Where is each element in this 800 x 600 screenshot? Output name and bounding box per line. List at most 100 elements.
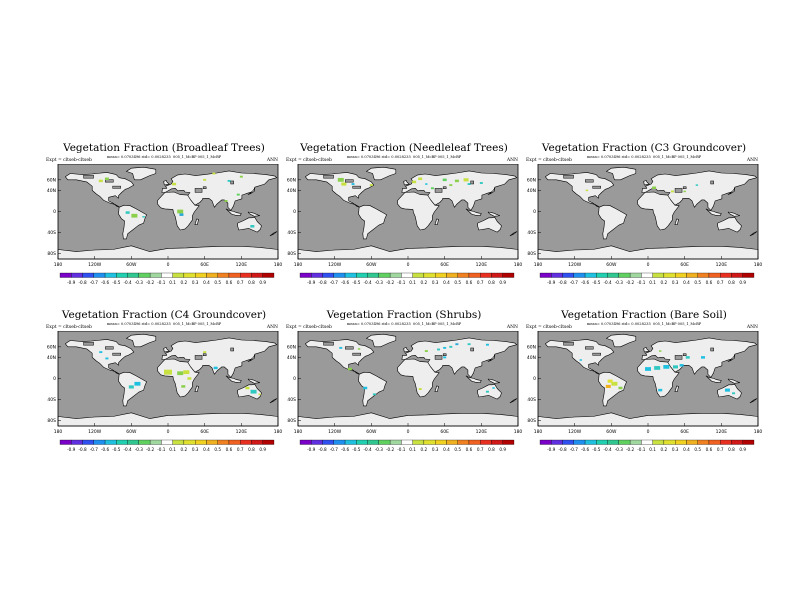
colorbar-label: 0.9 [739,280,746,285]
colorbar-segment [367,439,379,445]
anomaly-cell [142,216,145,218]
lon-label: 180 [754,429,763,435]
colorbar-label: 0.7 [717,280,724,285]
anomaly-cell [663,365,670,369]
colorbar-label: -0.7 [330,280,339,285]
colorbar-label: 0.2 [421,280,428,285]
colorbar-segment [629,439,642,445]
lake [585,179,594,183]
colorbar-segment [641,272,653,278]
anomaly-cell [485,343,489,346]
continent-australia [717,383,742,400]
colorbar-segment [322,272,334,278]
continent-south-america [118,371,147,407]
continent-new-guinea [247,211,260,217]
anomaly-cell [239,175,243,178]
lon-label: 0 [407,262,410,268]
colorbar-segment [652,272,665,278]
anomaly-cell [179,213,184,216]
colorbar-segment [435,439,447,445]
colorbar-label: 0.9 [499,447,506,452]
colorbar-segment [82,439,94,445]
anomaly-cell [258,393,261,396]
colorbar-label: -0.6 [581,447,590,452]
colorbar-segment [195,439,207,445]
lat-label: 0 [533,376,536,382]
colorbar-segment [468,439,481,445]
colorbar-segment [93,272,106,278]
lon-label: 120W [328,429,342,435]
lat-label: 80S [47,418,56,424]
colorbar-label: 0.5 [214,447,221,452]
colorbar-segment [183,439,196,445]
colorbar-label: -0.5 [352,280,361,285]
colorbar-label: -0.7 [330,447,339,452]
lat-label: 40N [287,355,296,361]
continent-uk [643,347,650,353]
colorbar-label: -0.8 [558,447,567,452]
anomaly-cell [485,390,489,393]
colorbar-segment [596,439,608,445]
anomaly-cell [227,179,231,182]
continent-new-zealand [509,398,518,404]
continent-madagascar [194,218,199,226]
lat-label: 40S [527,230,536,236]
colorbar-label: 0.3 [672,280,679,285]
anomaly-cell [125,211,130,214]
continent-indonesia [705,208,722,217]
map-panel: Vegetation Fraction (Broadleaf Trees) mea… [44,142,284,307]
continent-australia [477,216,502,233]
colorbar-segment [82,272,94,278]
continent-eurasia [161,170,278,211]
lon-label: 0 [167,429,170,435]
anomaly-cell [412,180,417,184]
colorbar-label: -0.7 [570,280,579,285]
colorbar-label: -0.4 [363,280,372,285]
panel-expt-label: Expt = cltseb-cltseb [526,158,572,163]
colorbar-segment [423,439,436,445]
colorbar-segment [629,272,642,278]
lake [710,347,714,352]
lon-label: 60E [200,262,209,268]
lat-label: 0 [293,209,296,215]
continent-australia [717,216,742,233]
colorbar-segment [573,272,586,278]
continent-greenland [126,333,157,348]
colorbar-segment [344,439,357,445]
panel-expt-label: Expt = cltseb-cltseb [46,325,92,330]
colorbar-label: -0.2 [626,447,635,452]
colorbar: -0.9 -0.8 -0.7 -0.6 -0.5 -0.4 -0.3 -0.2 -0.1 0.1 0… [59,439,275,452]
lon-label: 60W [606,429,617,435]
colorbar-segment [675,272,687,278]
colorbar-label: 0.8 [488,447,495,452]
colorbar-segment [378,439,391,445]
colorbar-segment [412,272,425,278]
continent-uk [403,347,410,353]
panel-title: Vegetation Fraction (C3 Groundcover) [541,142,747,154]
colorbar-segment [127,439,139,445]
colorbar-segment [720,439,732,445]
colorbar-label: -0.4 [123,280,132,285]
lon-label: 180 [294,262,303,268]
continent-africa [397,358,440,398]
anomaly-cell [372,393,376,396]
anomaly-cell [454,179,459,183]
colorbar-segment [116,272,128,278]
lat-label: 60N [527,344,536,350]
lat-label: 40S [47,230,56,236]
lat-label: 60N [47,177,56,183]
colorbar-label: -0.3 [375,447,384,452]
anomaly-cell [724,388,730,392]
colorbar-label: 0.8 [728,447,735,452]
lake [674,355,683,360]
colorbar-label: -0.6 [581,280,590,285]
anomaly-cell [585,189,589,192]
colorbar-segment [299,272,312,278]
colorbar-segment [480,272,492,278]
colorbar-label: -0.7 [90,447,99,452]
lon-label: 120E [716,262,728,268]
lon-label: 0 [167,262,170,268]
anomaly-cell [128,385,134,389]
colorbar-label: 0.7 [237,280,244,285]
lake [585,346,594,350]
